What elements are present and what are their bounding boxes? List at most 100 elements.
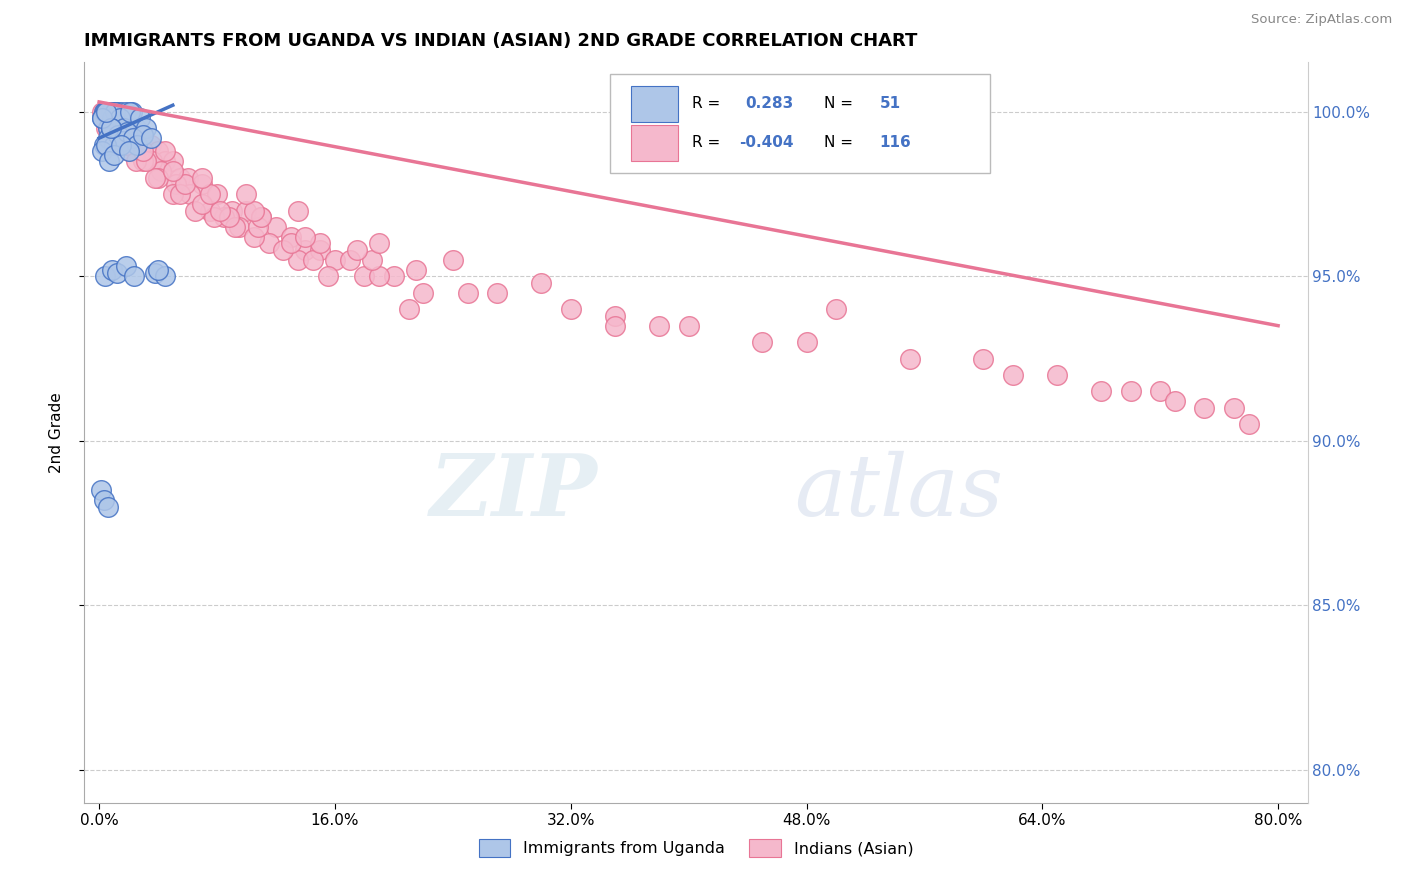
Point: [108, 112, 131, 126]
Point: [101, 262, 124, 277]
Point: [560, 302, 582, 317]
Text: 51: 51: [880, 95, 901, 111]
Text: R =: R =: [692, 135, 720, 150]
Text: 116: 116: [880, 135, 911, 150]
Point: [94, 269, 117, 284]
Point: [368, 269, 391, 284]
Point: [117, 145, 139, 159]
Point: [648, 318, 671, 333]
Point: [115, 124, 138, 138]
Point: [117, 145, 139, 159]
Point: [205, 187, 228, 202]
Point: [135, 154, 157, 169]
Point: [90, 483, 112, 498]
Point: [105, 112, 128, 126]
Text: Source: ZipAtlas.com: Source: ZipAtlas.com: [1251, 13, 1392, 27]
Point: [114, 137, 136, 152]
Point: [382, 269, 405, 284]
Text: IMMIGRANTS FROM UGANDA VS INDIAN (ASIAN) 2ND GRADE CORRELATION CHART: IMMIGRANTS FROM UGANDA VS INDIAN (ASIAN)…: [84, 32, 918, 50]
Point: [91, 145, 114, 159]
Text: atlas: atlas: [794, 450, 1002, 533]
Point: [132, 145, 155, 159]
Point: [1090, 384, 1112, 399]
Point: [198, 203, 221, 218]
Point: [94, 104, 117, 119]
Point: [294, 243, 316, 257]
Point: [323, 252, 346, 267]
Point: [1194, 401, 1216, 415]
Point: [243, 203, 266, 218]
Point: [412, 285, 434, 300]
Point: [150, 164, 173, 178]
Point: [141, 154, 163, 169]
Point: [104, 104, 127, 119]
Point: [294, 230, 316, 244]
Point: [457, 285, 479, 300]
Point: [287, 252, 309, 267]
Point: [96, 137, 118, 152]
Point: [273, 243, 295, 257]
Point: [191, 170, 214, 185]
Point: [184, 203, 207, 218]
Point: [125, 121, 148, 136]
Legend: Immigrants from Uganda, Indians (Asian): Immigrants from Uganda, Indians (Asian): [471, 830, 921, 865]
Point: [339, 252, 361, 267]
Point: [132, 128, 155, 142]
Point: [1223, 401, 1246, 415]
Point: [221, 203, 243, 218]
Point: [530, 276, 553, 290]
Point: [114, 104, 136, 119]
Point: [93, 104, 115, 119]
Point: [441, 252, 464, 267]
Point: [368, 236, 391, 251]
Point: [121, 137, 143, 152]
Point: [97, 121, 120, 136]
Point: [110, 121, 132, 136]
Point: [1119, 384, 1142, 399]
Point: [191, 177, 214, 191]
Point: [173, 177, 195, 191]
Point: [202, 210, 225, 224]
Point: [280, 236, 302, 251]
Point: [287, 203, 309, 218]
Point: [97, 500, 120, 514]
Point: [96, 104, 118, 119]
Point: [103, 137, 125, 152]
Point: [169, 187, 191, 202]
Point: [796, 335, 818, 350]
Point: [127, 137, 149, 152]
Point: [143, 266, 166, 280]
Point: [162, 164, 184, 178]
Point: [117, 121, 139, 136]
FancyBboxPatch shape: [610, 73, 990, 173]
Point: [179, 187, 201, 202]
Point: [98, 154, 121, 169]
Point: [122, 131, 145, 145]
Point: [176, 170, 198, 185]
Point: [96, 121, 118, 136]
Point: [93, 104, 115, 119]
Point: [135, 121, 157, 136]
Point: [96, 104, 118, 119]
Point: [94, 112, 117, 126]
Point: [346, 243, 368, 257]
Point: [125, 131, 148, 145]
Point: [191, 197, 214, 211]
Point: [97, 112, 120, 126]
Point: [101, 112, 124, 126]
Point: [98, 112, 121, 126]
Point: [143, 170, 166, 185]
Point: [139, 137, 162, 152]
Point: [114, 128, 136, 142]
Point: [353, 269, 375, 284]
Point: [110, 131, 132, 145]
Point: [100, 121, 122, 136]
Point: [1237, 417, 1260, 432]
Point: [100, 121, 122, 136]
Point: [485, 285, 508, 300]
Point: [91, 104, 114, 119]
Point: [235, 203, 257, 218]
Point: [155, 154, 177, 169]
Point: [169, 170, 191, 185]
Point: [155, 145, 177, 159]
